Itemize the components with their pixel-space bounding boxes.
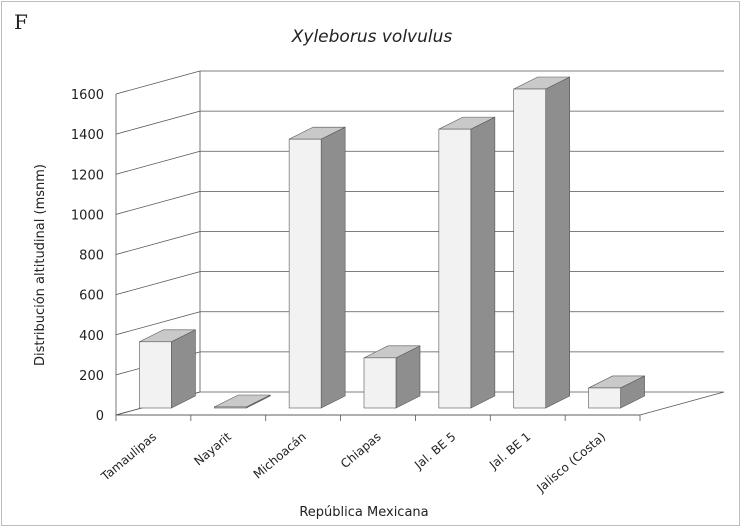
- y-tick-labels: 0 200 400 600 800 1000 1200 1400 1600: [71, 88, 104, 424]
- y-tick-label: 1200: [71, 168, 104, 183]
- bar-front: [288, 138, 322, 409]
- category-label: Jal. BE 1: [486, 430, 533, 473]
- bar-side: [320, 126, 346, 409]
- y-tick-label: 400: [79, 329, 104, 344]
- y-axis-label: Distribución altitudinal (msnm): [33, 164, 48, 366]
- gridline-side: [115, 150, 201, 175]
- y-tick-label: 600: [79, 289, 104, 304]
- category-labels: Tamaulipas Nayarit Michoacán Chiapas Jal. BE…: [98, 415, 641, 496]
- bar-side: [470, 116, 496, 409]
- gridline-side: [115, 190, 201, 215]
- category-label: Jalisco (Costa): [533, 430, 608, 496]
- category-label: Jal. BE 5: [411, 430, 458, 473]
- bar-front: [213, 406, 247, 409]
- bar-front: [588, 387, 621, 409]
- bar-front: [139, 341, 172, 409]
- x-axis-label: República Mexicana: [299, 505, 428, 520]
- bar-Jal. BE 5: [438, 116, 496, 409]
- bar-front: [513, 88, 547, 409]
- bar-front: [438, 128, 472, 409]
- bar-Michoacán: [288, 126, 346, 409]
- gridline-side: [115, 231, 201, 255]
- y-tick-label: 1400: [71, 128, 104, 143]
- category-label: Michoacán: [251, 430, 309, 482]
- category-label: Chiapas: [338, 430, 384, 472]
- y-tick-label: 1600: [71, 88, 104, 103]
- y-tick-label: 0: [96, 409, 104, 424]
- gridline-side: [115, 271, 201, 296]
- bar-top: [214, 394, 271, 408]
- gridline-side: [115, 311, 201, 336]
- bar-front: [363, 357, 397, 409]
- y-tick-label: 800: [79, 249, 104, 264]
- bar-Tamaulipas: [139, 329, 196, 409]
- gridline-side: [115, 110, 201, 135]
- bar-Jalisco (Costa): [588, 375, 645, 409]
- bar-Jal. BE 1: [513, 76, 571, 409]
- y-tick-label: 1000: [71, 208, 104, 223]
- category-label: Nayarit: [191, 429, 234, 468]
- bars: [139, 76, 645, 409]
- bar-side: [171, 329, 196, 409]
- bar-side: [545, 76, 571, 409]
- category-label: Tamaulipas: [98, 430, 159, 485]
- bar-Chiapas: [363, 345, 421, 409]
- y-tick-label: 200: [79, 369, 104, 384]
- bar-Nayarit: [213, 394, 271, 409]
- panel-label: F: [14, 10, 28, 34]
- gridline-side: [115, 70, 201, 95]
- chart-title: Xyleborus volvulus: [291, 27, 453, 47]
